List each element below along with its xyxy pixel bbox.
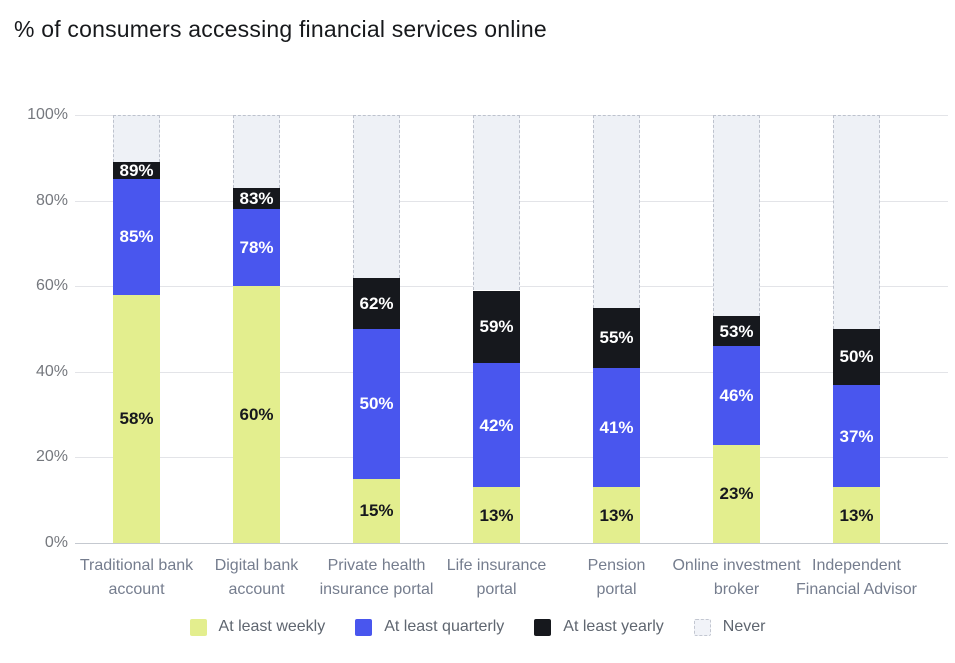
bar-segment-weekly: 15%	[353, 478, 400, 543]
data-label: 50%	[839, 347, 874, 367]
category-label-line: Financial Advisor	[796, 581, 917, 598]
bar-segment-quarterly: 46%	[713, 346, 760, 445]
bar-segment-weekly: 13%	[593, 487, 640, 543]
bar-segment-yearly: 59%	[473, 290, 520, 364]
bar-5: 13% 41% 55%	[593, 115, 640, 543]
legend-item-quarterly: At least quarterly	[355, 618, 504, 636]
bar-segment-yearly: 53%	[713, 316, 760, 347]
data-label: 13%	[479, 505, 514, 525]
bar-segment-quarterly: 85%	[113, 179, 160, 295]
bar-segment-never	[833, 115, 880, 329]
data-label: 41%	[599, 417, 634, 437]
legend-swatch	[355, 618, 373, 636]
category-label: Online investment broker	[672, 554, 802, 602]
bar-segment-never	[593, 115, 640, 308]
category-label: Digital bank account	[192, 554, 322, 602]
category-label: Pension portal	[552, 554, 682, 602]
bar-2: 60% 78% 83%	[233, 115, 280, 543]
data-label: 50%	[359, 394, 394, 414]
bar-3: 15% 50% 62%	[353, 115, 400, 543]
data-label: 85%	[119, 227, 154, 247]
bar-segment-quarterly: 78%	[233, 209, 280, 287]
category-label-line: Private health	[327, 557, 426, 574]
legend-label: At least quarterly	[384, 618, 505, 635]
bar-segment-quarterly: 42%	[473, 363, 520, 488]
legend-item-never: Never	[693, 618, 766, 636]
bar-1: 58% 85% 89%	[113, 115, 160, 543]
category-label-line: account	[108, 581, 165, 598]
y-axis-label: 40%	[35, 362, 68, 380]
category-label-line: Online investment	[672, 557, 801, 574]
legend-label: At least yearly	[563, 618, 664, 635]
category-label: Traditional bank account	[72, 554, 202, 602]
bar-segment-quarterly: 41%	[593, 367, 640, 488]
chart-legend: At least weekly At least quarterly At leas…	[0, 618, 955, 636]
bar-segment-yearly: 62%	[353, 277, 400, 329]
bar-segment-weekly: 13%	[473, 487, 520, 543]
category-label-line: broker	[713, 581, 760, 598]
legend-swatch	[189, 618, 207, 636]
chart-title: % of consumers accessing financial servi…	[14, 16, 547, 42]
data-label: 55%	[599, 328, 634, 348]
data-label: 59%	[479, 317, 514, 337]
category-label-line: Traditional bank	[79, 557, 194, 574]
bar-segment-weekly: 23%	[713, 444, 760, 543]
bar-segment-yearly: 55%	[593, 307, 640, 368]
bar-segment-yearly: 83%	[233, 187, 280, 210]
data-label: 83%	[239, 188, 274, 208]
data-label: 58%	[119, 409, 154, 429]
legend-label: At least weekly	[218, 618, 326, 635]
y-axis-label: 0%	[44, 534, 68, 551]
bar-segment-never	[233, 115, 280, 188]
bar-segment-yearly: 50%	[833, 329, 880, 385]
x-axis-line	[75, 543, 948, 544]
bar-segment-weekly: 58%	[113, 294, 160, 543]
category-label: Life insurance portal	[432, 554, 562, 602]
y-axis-label: 60%	[35, 277, 68, 295]
data-label: 13%	[839, 505, 874, 525]
bar-segment-yearly: 89%	[113, 161, 160, 181]
bar-segment-never	[113, 115, 160, 163]
data-label: 62%	[359, 293, 394, 313]
data-label: 23%	[719, 484, 754, 504]
data-label: 37%	[839, 426, 874, 446]
category-label-line: portal	[476, 581, 517, 598]
data-label: 13%	[599, 505, 634, 525]
category-label: Private health insurance portal	[312, 554, 442, 602]
category-label-line: portal	[596, 581, 637, 598]
bar-segment-never	[713, 115, 760, 317]
data-label: 46%	[719, 385, 754, 405]
legend-item-weekly: At least weekly	[189, 618, 326, 636]
bar-segment-quarterly: 50%	[353, 329, 400, 479]
bar-segment-never	[473, 115, 520, 291]
bar-4: 13% 42% 59%	[473, 115, 520, 543]
y-axis-label: 100%	[27, 106, 68, 123]
legend-swatch	[534, 618, 552, 636]
category-label-line: Life insurance	[446, 557, 547, 574]
data-label: 89%	[119, 161, 154, 181]
category-label-line: account	[228, 581, 285, 598]
legend-label: Never	[722, 618, 766, 635]
bar-segment-weekly: 13%	[833, 487, 880, 543]
bar-segment-weekly: 60%	[233, 286, 280, 543]
legend-swatch	[693, 618, 711, 636]
category-label: Independent Financial Advisor	[792, 554, 922, 602]
data-label: 78%	[239, 238, 274, 258]
bar-segment-never	[353, 115, 400, 278]
y-axis-label: 80%	[35, 191, 68, 209]
bar-6: 23% 46% 53%	[713, 115, 760, 543]
bar-7: 13% 37% 50%	[833, 115, 880, 543]
bar-segment-quarterly: 37%	[833, 384, 880, 488]
y-axis-label: 20%	[35, 448, 68, 466]
data-label: 53%	[719, 321, 754, 341]
category-label-line: Independent	[812, 557, 901, 574]
category-label-line: Pension	[587, 557, 646, 574]
data-label: 15%	[359, 501, 394, 521]
data-label: 60%	[239, 405, 274, 425]
category-label-line: Digital bank	[214, 557, 299, 574]
data-label: 42%	[479, 415, 514, 435]
legend-item-yearly: At least yearly	[534, 618, 664, 636]
category-label-line: insurance portal	[319, 581, 434, 598]
